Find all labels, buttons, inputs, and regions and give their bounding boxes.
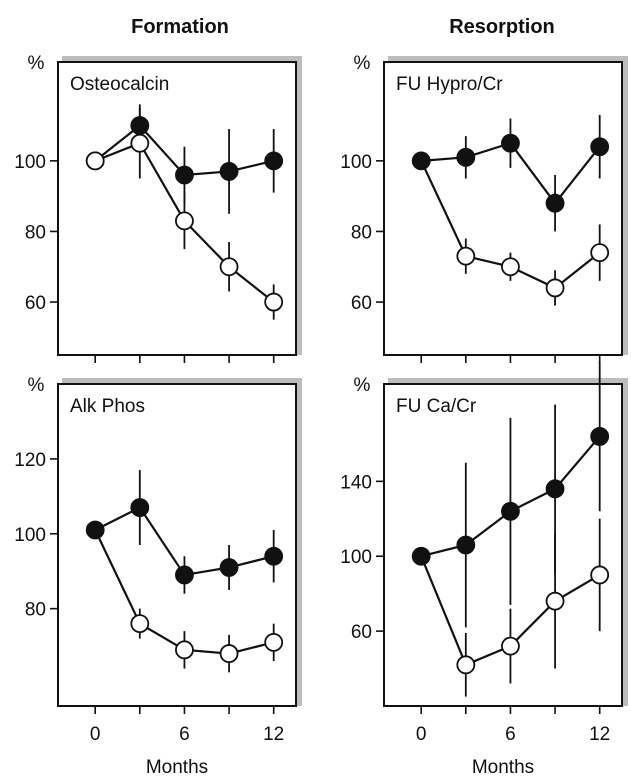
y-tick-label: 100 bbox=[340, 152, 372, 173]
data-point-open bbox=[501, 257, 520, 277]
panel-shadow-top bbox=[388, 56, 626, 62]
panel-shadow-right bbox=[296, 378, 302, 706]
panel-shadow-right bbox=[622, 378, 628, 706]
data-point-filled bbox=[456, 147, 476, 167]
data-point-open bbox=[219, 644, 239, 663]
chart-panel-1: % FU Hypro/Cr 60 80 100 bbox=[340, 53, 628, 363]
y-tick-label: 80 bbox=[351, 222, 372, 243]
y-tick-label: 100 bbox=[14, 152, 46, 173]
x-tick-label: 12 bbox=[263, 724, 284, 745]
x-tick-label: 0 bbox=[416, 724, 427, 745]
data-point-open bbox=[501, 636, 520, 656]
panel-frame bbox=[383, 383, 623, 707]
x-axis-label: Months bbox=[472, 757, 534, 778]
panel-shadow-right bbox=[622, 56, 628, 355]
data-point-open bbox=[175, 211, 194, 231]
y-unit-label: % bbox=[354, 375, 371, 396]
panel-shadow-right bbox=[296, 56, 302, 355]
panel-title: FU Hypro/Cr bbox=[396, 74, 503, 95]
data-point-open bbox=[219, 257, 239, 277]
x-axis-label: Months bbox=[146, 757, 208, 778]
y-unit-label: % bbox=[354, 53, 371, 74]
data-point-filled bbox=[130, 116, 150, 135]
data-point-open bbox=[264, 632, 284, 652]
y-tick-label: 60 bbox=[351, 622, 372, 643]
panel-title: FU Ca/Cr bbox=[396, 396, 477, 417]
data-point-filled bbox=[501, 133, 520, 153]
chart-panel-2: % Alk Phos 80 100 120 0 6 12 Months bbox=[14, 375, 302, 778]
data-point-open bbox=[545, 278, 565, 298]
y-tick-label: 100 bbox=[14, 525, 46, 546]
chart-panel-3: % FU Ca/Cr 60 100 140 0 6 12 Months bbox=[340, 361, 628, 778]
data-point-filled bbox=[219, 558, 239, 577]
data-point-filled bbox=[175, 565, 194, 585]
x-tick-label: 12 bbox=[589, 724, 610, 745]
panel-title: Alk Phos bbox=[70, 396, 145, 417]
data-point-filled bbox=[85, 520, 105, 540]
data-point-open bbox=[456, 655, 476, 675]
data-point-open bbox=[130, 614, 150, 634]
y-tick-label: 140 bbox=[340, 472, 372, 493]
data-point-filled bbox=[411, 546, 431, 566]
column-title-resorption: Resorption bbox=[449, 16, 555, 38]
data-point-filled bbox=[545, 193, 565, 213]
data-point-filled bbox=[501, 501, 520, 521]
data-point-filled bbox=[264, 546, 284, 566]
data-point-filled bbox=[590, 427, 610, 446]
x-tick-label: 0 bbox=[90, 724, 101, 745]
data-point-filled bbox=[264, 151, 284, 171]
data-point-open bbox=[85, 151, 105, 171]
panel-shadow-top bbox=[388, 378, 626, 384]
y-tick-label: 80 bbox=[25, 222, 46, 243]
data-point-filled bbox=[590, 137, 610, 157]
y-tick-label: 120 bbox=[14, 450, 46, 471]
data-point-open bbox=[590, 243, 610, 263]
data-point-open bbox=[456, 246, 476, 266]
x-tick-label: 6 bbox=[179, 724, 190, 745]
panel-shadow-top bbox=[62, 56, 300, 62]
y-tick-label: 60 bbox=[25, 293, 46, 314]
data-point-filled bbox=[411, 151, 431, 171]
y-tick-label: 80 bbox=[25, 600, 46, 621]
x-tick-label: 6 bbox=[505, 724, 516, 745]
data-point-open bbox=[264, 292, 284, 312]
y-unit-label: % bbox=[28, 53, 45, 74]
data-point-filled bbox=[545, 479, 565, 499]
y-tick-label: 60 bbox=[351, 293, 372, 314]
chart-panel-0: % Osteocalcin 60 80 100 bbox=[14, 53, 302, 363]
y-tick-label: 100 bbox=[340, 547, 372, 568]
data-point-open bbox=[545, 591, 565, 611]
panel-frame bbox=[57, 383, 297, 707]
panel-shadow-top bbox=[62, 378, 300, 384]
panel-title: Osteocalcin bbox=[70, 74, 169, 95]
data-point-filled bbox=[456, 535, 476, 555]
panel-frame bbox=[383, 61, 623, 356]
y-unit-label: % bbox=[28, 375, 45, 396]
data-point-filled bbox=[130, 498, 150, 517]
data-point-open bbox=[130, 133, 150, 153]
data-point-open bbox=[175, 640, 194, 660]
data-point-filled bbox=[175, 165, 194, 185]
data-point-filled bbox=[219, 162, 239, 181]
data-point-open bbox=[590, 565, 610, 585]
column-title-formation: Formation bbox=[131, 16, 229, 38]
